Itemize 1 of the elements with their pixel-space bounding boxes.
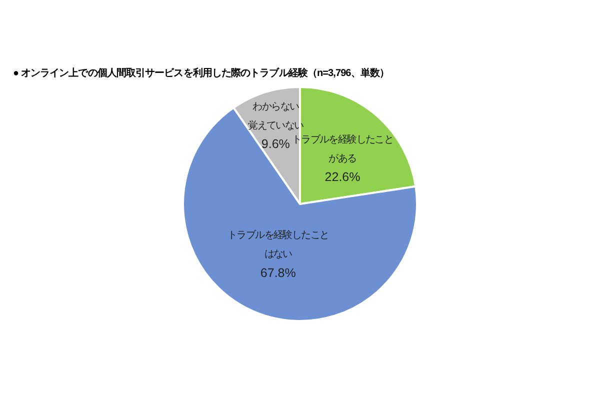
title: ● オンライン上での個人間取引サービスを利用した際のトラブル経験（n=3,796、単数） [13, 68, 389, 79]
